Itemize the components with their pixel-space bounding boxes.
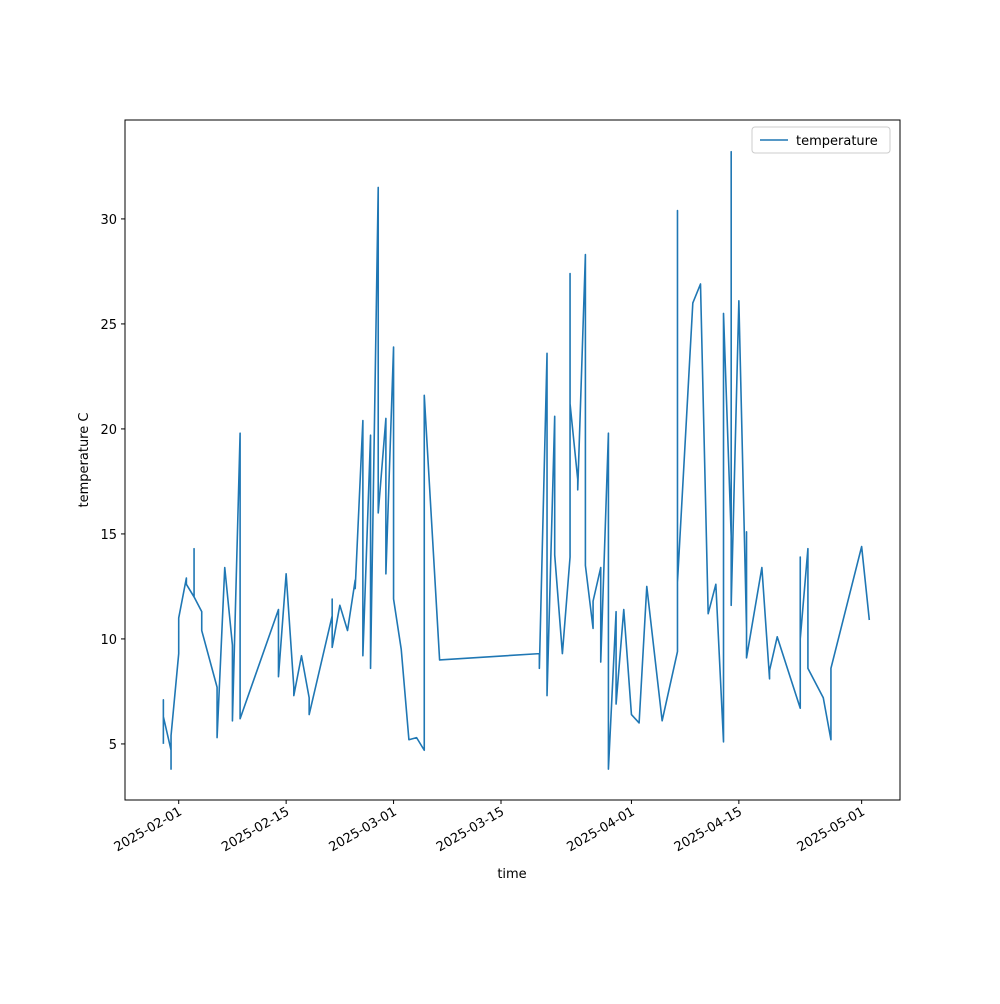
y-tick-label: 20	[100, 423, 117, 438]
y-tick-label: 30	[100, 213, 117, 228]
plot-frame	[124, 119, 901, 801]
y-tick-label: 25	[100, 318, 117, 333]
x-axis-label: time	[497, 867, 526, 882]
y-tick-label: 10	[100, 633, 117, 648]
y-tick-label: 5	[109, 738, 117, 753]
legend-box	[751, 126, 891, 154]
y-tick-label: 15	[100, 528, 117, 543]
y-axis-label: temperature C	[77, 413, 92, 508]
legend: temperature	[751, 126, 891, 154]
legend-label: temperature	[796, 134, 878, 149]
line	[162, 150, 871, 770]
